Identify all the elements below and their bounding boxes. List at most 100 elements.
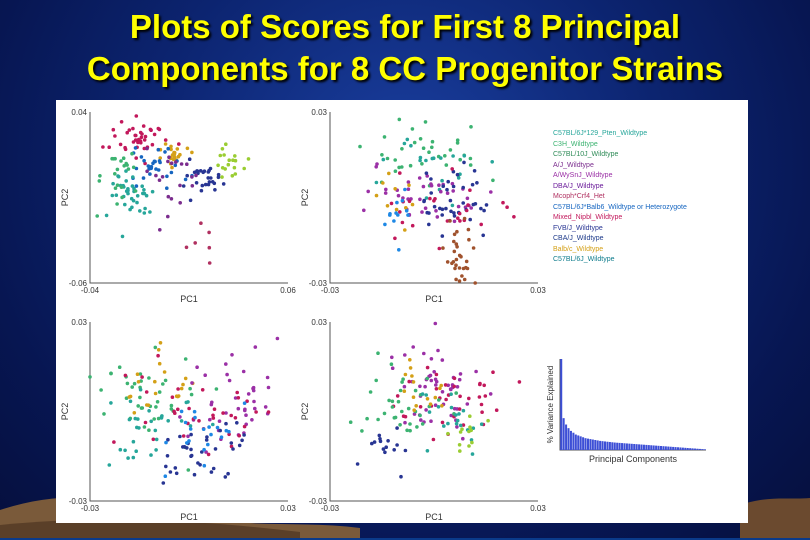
data-point xyxy=(198,463,202,467)
data-point xyxy=(170,395,175,399)
data-point xyxy=(127,395,132,399)
data-point xyxy=(421,184,426,189)
data-point xyxy=(480,410,484,414)
data-point xyxy=(382,411,387,416)
data-point xyxy=(206,442,210,447)
data-point xyxy=(456,176,461,180)
data-point xyxy=(201,427,206,431)
data-point xyxy=(393,158,397,162)
data-point xyxy=(385,204,390,208)
data-point xyxy=(115,183,120,187)
data-point xyxy=(372,440,377,444)
data-point xyxy=(397,248,401,252)
variance-bar xyxy=(640,444,643,450)
data-point xyxy=(402,384,407,389)
data-point xyxy=(210,180,215,184)
data-point xyxy=(425,449,430,453)
data-point xyxy=(131,439,136,444)
data-point xyxy=(214,387,219,391)
variance-bar xyxy=(662,446,665,450)
data-point xyxy=(173,155,177,160)
data-point xyxy=(449,392,453,396)
data-point xyxy=(393,169,398,173)
data-point xyxy=(177,142,181,146)
data-point xyxy=(470,452,475,456)
data-point xyxy=(206,176,210,180)
data-point xyxy=(381,181,385,185)
data-point xyxy=(422,351,426,356)
variance-bar xyxy=(569,430,572,450)
data-point xyxy=(393,187,397,191)
data-point xyxy=(193,415,197,420)
variance-bar xyxy=(633,443,636,450)
data-point xyxy=(383,191,388,195)
data-point xyxy=(217,419,222,423)
data-point xyxy=(233,154,237,158)
y-tick-label: 0.03 xyxy=(71,318,87,327)
data-point xyxy=(452,219,457,224)
data-point xyxy=(491,178,495,183)
data-point xyxy=(424,408,428,412)
data-point xyxy=(166,419,170,423)
data-point xyxy=(450,203,455,208)
data-point xyxy=(200,450,204,454)
data-point xyxy=(206,452,211,457)
data-point xyxy=(144,390,149,394)
variance-bar xyxy=(628,443,631,450)
variance-bar xyxy=(572,432,575,450)
variance-bar xyxy=(594,439,597,450)
legend-item: A/J_Wildtype xyxy=(553,161,594,169)
data-point xyxy=(398,388,403,393)
data-point xyxy=(405,137,410,142)
data-point xyxy=(408,422,412,426)
data-point xyxy=(138,395,142,400)
data-point xyxy=(189,447,193,452)
data-point xyxy=(490,160,494,164)
data-point xyxy=(125,130,129,135)
data-point xyxy=(454,421,459,426)
data-point xyxy=(440,390,445,394)
data-point xyxy=(439,156,443,160)
data-point xyxy=(113,186,118,190)
data-point xyxy=(224,362,228,366)
data-point xyxy=(169,161,174,165)
data-point xyxy=(397,165,401,170)
data-point xyxy=(425,174,429,178)
data-point xyxy=(202,463,207,468)
data-point xyxy=(140,375,144,379)
data-point xyxy=(429,182,433,186)
data-point xyxy=(458,372,463,376)
data-point xyxy=(453,266,457,271)
x-tick-label: 0.03 xyxy=(530,286,546,295)
variance-bar xyxy=(577,435,580,450)
data-point xyxy=(169,403,174,408)
variance-bar xyxy=(567,428,570,450)
data-point xyxy=(118,142,123,147)
data-point xyxy=(193,241,197,245)
x-axis-label: PC1 xyxy=(180,512,198,522)
legend-item: C3H_Wildtype xyxy=(553,140,598,148)
data-point xyxy=(134,166,139,171)
data-point xyxy=(175,147,180,151)
data-point xyxy=(406,213,410,217)
data-point xyxy=(405,428,409,433)
data-point xyxy=(111,127,116,132)
data-point xyxy=(183,177,188,182)
data-point xyxy=(440,213,444,217)
variance-bar xyxy=(638,444,641,450)
data-point xyxy=(179,162,184,166)
data-point xyxy=(174,471,179,476)
legend-item: C57BL/10J_Wildtype xyxy=(553,151,619,158)
legend-item: CBA/J_Wildtype xyxy=(553,235,604,242)
data-point xyxy=(175,394,180,399)
data-point xyxy=(207,230,211,235)
data-point xyxy=(396,399,401,404)
data-point xyxy=(158,160,162,165)
data-point xyxy=(207,245,212,250)
y-axis-label: PC2 xyxy=(300,403,310,421)
variance-bar xyxy=(601,441,604,450)
data-point xyxy=(143,134,148,139)
data-point xyxy=(149,453,153,457)
data-point xyxy=(145,403,149,407)
data-point xyxy=(110,193,115,198)
